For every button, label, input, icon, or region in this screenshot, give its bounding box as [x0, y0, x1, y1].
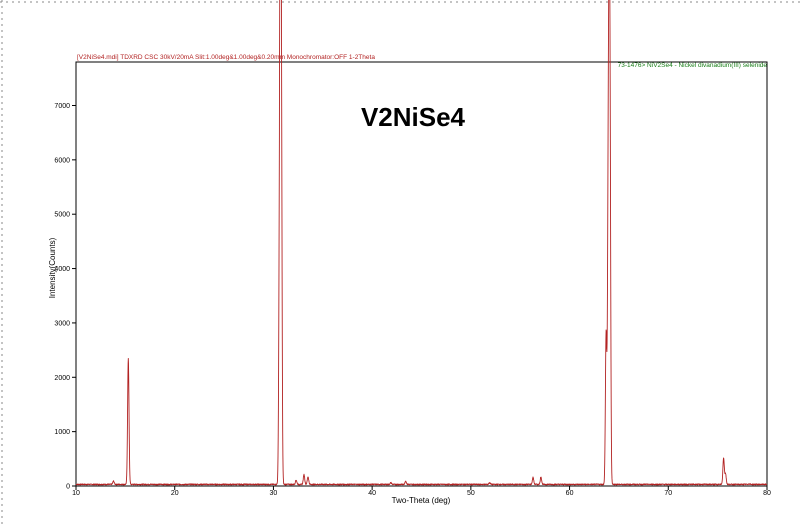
plot-frame: [75, 61, 768, 487]
y-tick-label: 0: [66, 484, 70, 491]
y-tick-label: 5000: [54, 212, 70, 219]
y-tick-label: 3000: [54, 320, 70, 327]
axis-ticks: [72, 104, 768, 490]
y-tick-label: 7000: [54, 103, 70, 110]
y-axis-label: Intensity(Counts): [48, 237, 57, 298]
reference-card-label: 73-1476> NiV2Se4 - Nickel divanadium(III…: [618, 62, 768, 69]
axis-tick-labels: 10 20 30 40 50 60 70 80 0 1000 2000 3000 4000 5000 600…: [54, 103, 771, 497]
x-tick-label: 50: [467, 490, 475, 497]
x-tick-label: 30: [270, 490, 278, 497]
x-axis-label: Two-Theta (deg): [392, 496, 451, 505]
diffraction-pattern-line: [75, 0, 768, 486]
chart-title: V2NiSe4: [361, 102, 466, 132]
x-tick-label: 20: [171, 490, 179, 497]
x-tick-label: 80: [763, 490, 771, 497]
x-tick-label: 10: [72, 490, 80, 497]
x-tick-label: 70: [664, 490, 672, 497]
y-tick-label: 2000: [54, 375, 70, 382]
scan-header-text: [V2NiSe4.mdi] TDXRD CSC 30kV/20mA Slit:1…: [77, 54, 375, 61]
y-tick-label: 1000: [54, 429, 70, 436]
x-tick-label: 60: [566, 490, 574, 497]
x-tick-label: 40: [368, 490, 376, 497]
y-tick-label: 6000: [54, 157, 70, 164]
y-tick-label: 4000: [54, 266, 70, 273]
